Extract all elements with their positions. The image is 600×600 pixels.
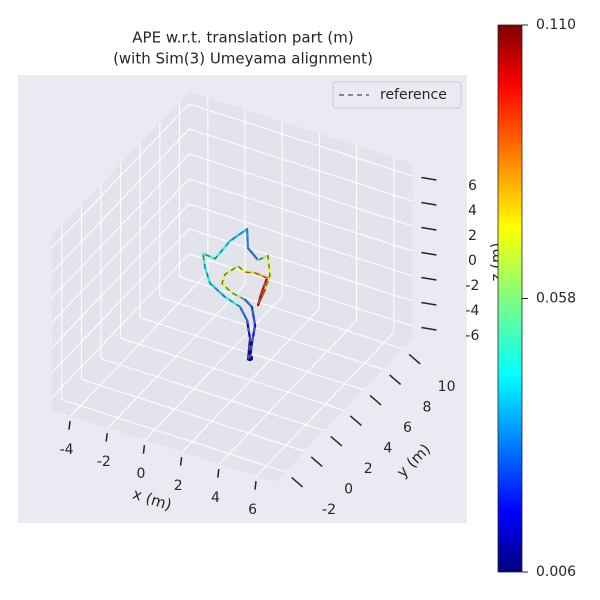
colorbar: 0.006 0.058 0.110 — [497, 17, 576, 580]
grid-line — [189, 153, 413, 227]
tick-mark — [421, 326, 437, 331]
colorbar-tick-label: 0.110 — [536, 17, 576, 33]
tick-mark — [330, 435, 343, 447]
legend-box — [332, 81, 462, 109]
tick-label: 4 — [468, 203, 477, 219]
grid-line — [120, 337, 344, 411]
colorbar-tick-label: 0.058 — [536, 291, 576, 307]
grid-line — [189, 178, 413, 252]
tick-label: -2 — [465, 278, 479, 294]
tick-label: -4 — [60, 442, 74, 458]
grid-line — [51, 153, 190, 298]
tick-mark — [68, 421, 71, 430]
grid-line — [51, 178, 190, 323]
legend-label: reference — [380, 87, 447, 103]
grid-line — [159, 296, 384, 370]
tick-label: 0 — [344, 481, 353, 497]
tick-label: -2 — [97, 454, 111, 470]
tick-label: -6 — [465, 328, 479, 344]
grid-line — [51, 103, 190, 248]
tick-mark — [310, 456, 323, 468]
tick-label: 0 — [468, 253, 477, 269]
tick-label: 10 — [438, 379, 456, 395]
colorbar-tick-label: 0.006 — [536, 564, 576, 580]
chart-title: APE w.r.t. translation part (m) — [132, 29, 353, 47]
tick-mark — [421, 276, 437, 281]
tick-label: 6 — [403, 420, 412, 436]
tick-mark — [421, 301, 437, 306]
tick-label: 8 — [423, 399, 432, 415]
tick-label: 4 — [211, 490, 220, 506]
tick-label: 4 — [383, 440, 392, 456]
grid-line — [51, 203, 190, 348]
tick-mark — [217, 469, 220, 478]
grid-line — [51, 128, 190, 273]
tick-mark — [369, 394, 382, 406]
grid-line — [61, 399, 286, 473]
tick-mark — [408, 353, 421, 365]
tick-mark — [179, 457, 183, 466]
tick-label: 6 — [468, 178, 477, 194]
grid-line — [51, 253, 190, 398]
tick-label: 0 — [137, 466, 146, 482]
tick-label: -2 — [322, 502, 336, 518]
legend: reference — [332, 81, 462, 109]
grid-line — [189, 203, 413, 277]
reference-line — [202, 227, 271, 360]
grid-line — [100, 358, 325, 432]
grid-line — [189, 103, 413, 177]
grid-line — [189, 253, 413, 327]
colorbar-gradient — [497, 24, 523, 573]
tick-mark — [254, 481, 257, 490]
tick-label: 2 — [174, 478, 183, 494]
tick-label: 6 — [248, 502, 257, 518]
tick-label: 2 — [364, 461, 373, 477]
grid-line — [81, 378, 305, 452]
tick-mark — [291, 476, 304, 488]
tick-label: 2 — [468, 228, 477, 244]
tick-mark — [142, 445, 146, 454]
tick-mark — [349, 415, 362, 427]
grid-line — [189, 228, 413, 302]
tick-mark — [105, 433, 108, 442]
tick-mark — [421, 176, 437, 181]
tick-mark — [389, 374, 402, 386]
grid-line — [140, 317, 364, 391]
grid-line — [189, 128, 413, 202]
grid-line — [51, 228, 190, 373]
tick-mark — [421, 226, 437, 231]
chart-subtitle: (with Sim(3) Umeyama alignment) — [113, 50, 373, 68]
tick-label: -4 — [465, 303, 479, 319]
tick-mark — [421, 201, 437, 206]
tick-mark — [421, 251, 437, 256]
